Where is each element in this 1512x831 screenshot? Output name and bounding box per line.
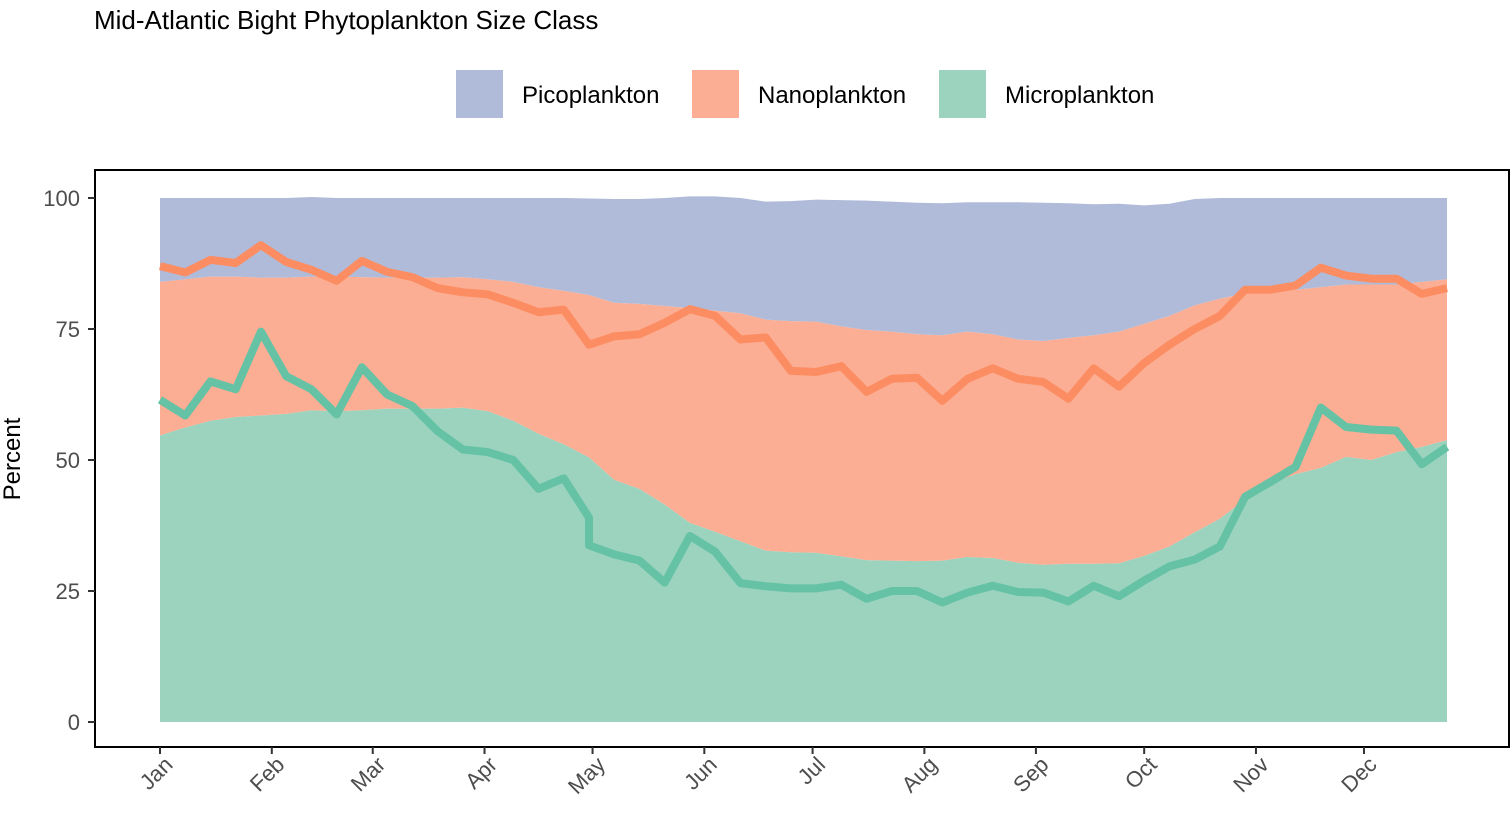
x-axis: Jan Feb Mar Apr May Jun Jul Aug Sep Oct Nov Dec (135, 747, 1382, 799)
x-tick-label-oct: Oct (1120, 752, 1162, 794)
area-nanoplankton (160, 276, 1447, 565)
x-tick-label-dec: Dec (1336, 752, 1381, 797)
legend-label-picoplankton: Picoplankton (522, 82, 659, 109)
plot-lines (157, 241, 1450, 607)
x-tick-label-apr: Apr (460, 752, 502, 794)
y-axis: 0 25 50 75 100 (43, 186, 95, 735)
x-tick-label-mar: Mar (346, 752, 390, 796)
plot-panel-border (94, 169, 1510, 748)
y-tick-label-100: 100 (43, 186, 80, 211)
y-tick-label-0: 0 (68, 710, 80, 735)
x-tick-label-jan: Jan (135, 752, 178, 795)
y-tick-label-25: 25 (56, 579, 80, 604)
line-nanoplankton (159, 241, 1448, 405)
chart-title: Mid-Atlantic Bight Phytoplankton Size Cl… (94, 5, 598, 35)
legend-swatch-picoplankton (456, 70, 503, 118)
area-picoplankton (160, 196, 1447, 342)
plot-areas (160, 196, 1447, 722)
y-axis-title: Percent (0, 417, 26, 500)
x-tick-label-sep: Sep (1008, 752, 1053, 797)
legend-swatch-microplankton (939, 70, 986, 118)
legend: Picoplankton Nanoplankton Microplankton (456, 70, 1154, 118)
legend-label-nanoplankton: Nanoplankton (758, 82, 906, 109)
x-tick-label-aug: Aug (897, 752, 942, 797)
x-tick-label-jun: Jun (679, 752, 722, 795)
legend-label-microplankton: Microplankton (1005, 82, 1154, 109)
y-tick-label-50: 50 (56, 448, 80, 473)
x-tick-label-nov: Nov (1228, 752, 1273, 797)
line-microplankton (157, 327, 1450, 607)
x-tick-label-may: May (563, 752, 610, 799)
x-tick-label-feb: Feb (245, 752, 289, 796)
area-microplankton (160, 407, 1447, 722)
x-tick-label-jul: Jul (793, 752, 831, 790)
legend-swatch-nanoplankton (692, 70, 739, 118)
y-tick-label-75: 75 (56, 317, 80, 342)
